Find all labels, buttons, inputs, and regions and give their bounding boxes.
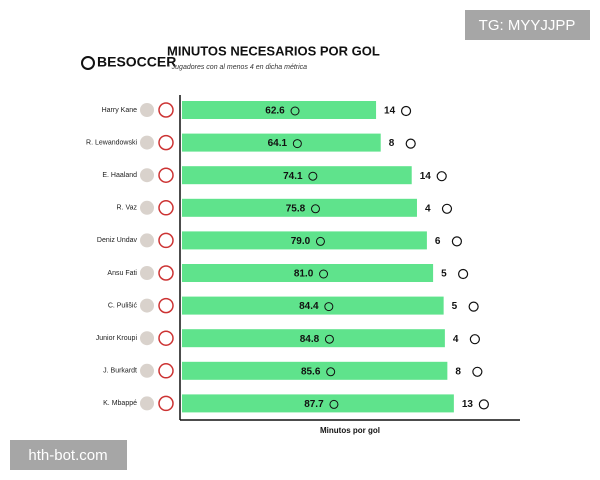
club-badge <box>158 297 174 314</box>
goals-label: 14 <box>384 106 396 117</box>
value-label: 62.6 <box>265 106 285 117</box>
value-label: 84.4 <box>299 301 319 312</box>
clock-icon <box>308 171 318 181</box>
value-label: 75.8 <box>286 203 306 214</box>
club-badge <box>158 200 174 216</box>
value-label: 79.0 <box>291 236 311 247</box>
goals-label: 5 <box>452 301 458 312</box>
ball-icon <box>478 399 489 410</box>
player-photo <box>140 331 154 346</box>
club-badge <box>158 134 174 151</box>
brand-icon <box>81 56 95 70</box>
clock-icon <box>319 269 329 279</box>
clock-icon <box>315 236 325 246</box>
club-badge <box>158 167 174 183</box>
y-tick-label: J. Burkardt <box>103 368 137 375</box>
watermark-box <box>10 440 127 470</box>
value-label: 85.6 <box>301 366 321 377</box>
bar <box>182 101 377 119</box>
y-tick-label: Ansu Fati <box>107 270 137 277</box>
clock-icon <box>329 399 339 409</box>
ball-icon <box>436 171 447 182</box>
clock-icon <box>326 367 336 377</box>
goals-label: 8 <box>455 366 461 377</box>
club-badge <box>158 363 174 379</box>
ball-icon <box>472 366 483 377</box>
player-photo <box>140 200 154 215</box>
watermark-box <box>465 10 590 40</box>
ball-icon <box>468 301 479 312</box>
club-badge <box>158 395 174 412</box>
goals-label: 4 <box>453 334 459 345</box>
player-photo <box>140 298 154 313</box>
player-photo <box>140 266 154 280</box>
y-tick-label: Junior Kroupi <box>96 335 138 342</box>
x-axis-label: Minutos por gol <box>320 426 380 435</box>
player-photo <box>140 363 154 378</box>
value-label: 74.1 <box>283 171 303 182</box>
y-tick-label: E. Haaland <box>102 172 137 179</box>
y-tick-label: C. Pulišić <box>108 302 138 309</box>
player-photo <box>140 135 154 150</box>
brand: BESOCCER <box>97 54 176 70</box>
bar <box>182 133 381 152</box>
bar <box>182 394 454 413</box>
y-tick-label: Harry Kane <box>102 107 138 114</box>
club-badge <box>158 232 174 249</box>
y-tick-label: K. Mbappé <box>103 400 137 407</box>
goals-label: 14 <box>420 171 432 182</box>
y-tick-label: R. Vaz <box>117 205 138 212</box>
goals-label: 6 <box>435 236 441 247</box>
value-label: 84.8 <box>300 334 320 345</box>
player-photo <box>140 168 154 183</box>
player-photo <box>140 233 154 248</box>
goals-label: 5 <box>441 269 447 280</box>
bar <box>182 329 445 348</box>
chart-title: MINUTOS NECESARIOS POR GOL <box>167 43 380 58</box>
club-badge <box>158 102 174 118</box>
value-label: 64.1 <box>268 138 288 149</box>
ball-icon <box>458 268 469 280</box>
bar <box>182 264 434 282</box>
club-badge <box>158 330 174 346</box>
chart-subtitle: * Jugadores con al menos 4 en dicha métr… <box>167 64 307 71</box>
watermark: TG: MYYJJPP <box>479 17 576 34</box>
bar <box>182 198 417 217</box>
goals-label: 4 <box>425 203 431 214</box>
clock-icon <box>290 106 300 116</box>
clock-icon <box>310 204 320 214</box>
bar <box>182 166 412 185</box>
club-badge <box>158 265 174 281</box>
bar <box>182 296 444 315</box>
watermark: hth-bot.com <box>28 447 107 464</box>
bar <box>182 231 427 250</box>
ball-icon <box>405 138 416 149</box>
ball-icon <box>400 105 412 117</box>
player-photo <box>140 396 154 411</box>
y-tick-label: R. Lewandowski <box>86 139 137 146</box>
goals-label: 8 <box>389 138 395 149</box>
ball-icon <box>441 203 453 214</box>
clock-icon <box>292 139 302 149</box>
clock-icon <box>324 302 334 312</box>
player-photo <box>140 103 154 117</box>
clock-icon <box>324 334 334 344</box>
y-tick-label: Deniz Undav <box>97 237 138 244</box>
ball-icon <box>451 236 462 247</box>
bar <box>182 361 448 380</box>
value-label: 87.7 <box>304 399 324 410</box>
ball-icon <box>469 334 480 345</box>
value-label: 81.0 <box>294 269 314 280</box>
goals-label: 13 <box>462 399 474 410</box>
